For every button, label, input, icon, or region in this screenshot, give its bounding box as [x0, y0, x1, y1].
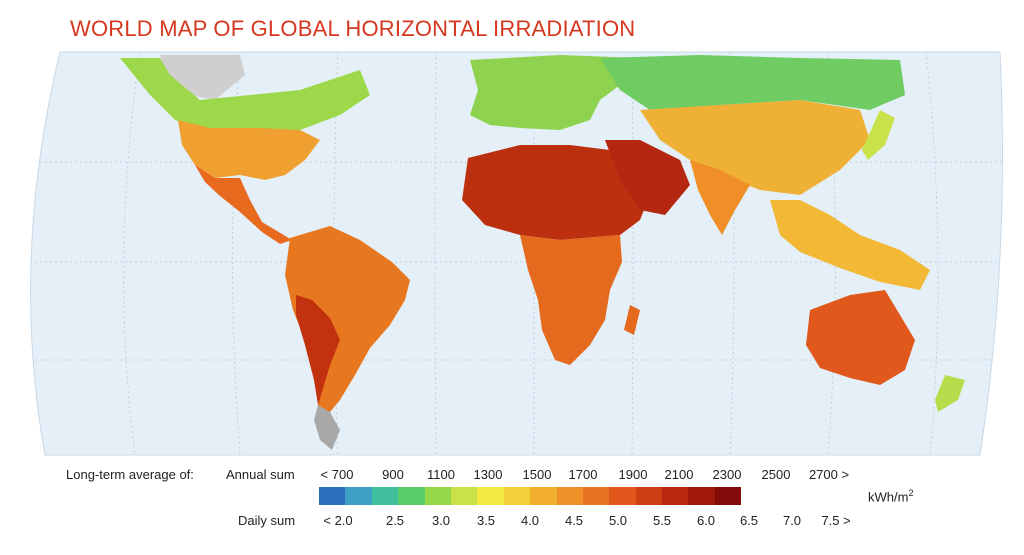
legend-annual-tick: 2700 >	[808, 467, 850, 482]
legend-swatch	[714, 487, 742, 505]
region-europe	[470, 55, 640, 130]
region-middle-east	[605, 140, 690, 215]
legend-swatch	[609, 487, 636, 505]
legend-annual-tick: 1900	[618, 467, 648, 482]
region-patagonia	[314, 405, 340, 450]
legend-annual-tick: 2300	[712, 467, 742, 482]
region-southeast-asia	[770, 200, 930, 290]
region-madagascar	[624, 305, 640, 335]
legend-swatch	[530, 487, 557, 505]
legend-swatch	[635, 487, 663, 505]
legend-annual-tick: 2500	[761, 467, 791, 482]
legend-daily-tick: 2.5	[385, 513, 405, 528]
region-central-america	[195, 165, 292, 244]
legend-annual-tick: 1100	[427, 467, 455, 482]
legend-daily-tick: 6.0	[696, 513, 716, 528]
legend-annual-tick: 1300	[473, 467, 503, 482]
region-greenland	[160, 55, 245, 100]
legend-swatch	[371, 487, 399, 505]
legend-swatch	[503, 487, 531, 505]
legend-daily-tick: 6.5	[739, 513, 759, 528]
region-japan	[862, 110, 895, 160]
region-africa-sahara	[462, 145, 648, 240]
legend-annual-label: Annual sum	[226, 467, 295, 482]
region-asia-central	[640, 100, 870, 195]
region-asia-north	[600, 55, 905, 110]
region-north-america-south	[178, 120, 320, 180]
legend-annual-tick: < 700	[320, 467, 354, 482]
region-india	[690, 160, 750, 235]
legend-color-bar	[319, 487, 742, 505]
region-africa-south	[520, 235, 622, 365]
legend-swatch	[424, 487, 451, 505]
legend-daily-tick: 5.5	[652, 513, 672, 528]
map-title: WORLD MAP OF GLOBAL HORIZONTAL IRRADIATI…	[70, 16, 636, 41]
legend-daily-tick: 7.5 >	[821, 513, 851, 528]
legend-swatch	[582, 487, 610, 505]
legend-swatch	[477, 487, 504, 505]
legend-daily-tick: 5.0	[608, 513, 628, 528]
legend-daily-tick: 7.0	[782, 513, 802, 528]
legend-daily-tick: 4.5	[564, 513, 584, 528]
legend-heading: Long-term average of:	[66, 467, 194, 482]
legend-annual-tick: 1700	[568, 467, 598, 482]
legend-daily-tick: 3.0	[431, 513, 451, 528]
legend-daily-tick: 4.0	[520, 513, 540, 528]
legend-annual-tick: 2100	[664, 467, 694, 482]
legend-unit: kWh/m2	[868, 488, 914, 505]
region-north-america-north	[120, 58, 370, 130]
legend-annual-tick: 900	[382, 467, 404, 482]
legend-daily-label: Daily sum	[238, 513, 296, 528]
legend-swatch	[688, 487, 715, 505]
region-new-zealand	[935, 375, 965, 412]
legend-annual-tick: 1500	[522, 467, 552, 482]
legend-daily-tick: < 2.0	[323, 513, 353, 528]
legend-swatch	[345, 487, 372, 505]
legend-swatch	[662, 487, 689, 505]
legend-swatch	[319, 487, 346, 505]
legend-swatch	[556, 487, 583, 505]
legend-swatch	[398, 487, 425, 505]
legend-swatch	[450, 487, 478, 505]
region-australia	[806, 290, 915, 385]
region-south-america-andes	[296, 295, 340, 405]
legend-daily-tick: 3.5	[476, 513, 496, 528]
